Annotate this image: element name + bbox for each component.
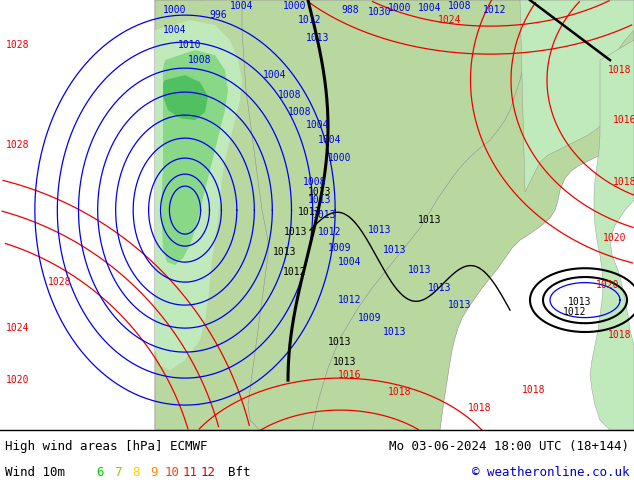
- Text: Wind 10m: Wind 10m: [5, 466, 65, 479]
- Text: 1013: 1013: [308, 187, 332, 197]
- Text: 1018: 1018: [613, 177, 634, 187]
- Text: 1013: 1013: [368, 225, 392, 235]
- Text: 1004: 1004: [306, 120, 330, 130]
- Text: Mo 03-06-2024 18:00 UTC (18+144): Mo 03-06-2024 18:00 UTC (18+144): [389, 440, 629, 453]
- Text: 1013: 1013: [383, 245, 407, 255]
- Text: 8: 8: [133, 466, 139, 479]
- Polygon shape: [520, 0, 634, 192]
- Text: 1000: 1000: [163, 5, 187, 15]
- Text: 1000: 1000: [283, 1, 307, 11]
- Text: 1013: 1013: [306, 33, 330, 43]
- Text: 1013: 1013: [328, 337, 352, 347]
- Text: 1013: 1013: [308, 195, 332, 205]
- Text: Bft: Bft: [228, 466, 250, 479]
- Text: 1004: 1004: [163, 25, 187, 35]
- Text: 12: 12: [200, 466, 216, 479]
- Text: 1013: 1013: [408, 265, 432, 275]
- Text: 1024: 1024: [438, 15, 462, 25]
- Text: 1012: 1012: [483, 5, 507, 15]
- Text: 1008: 1008: [303, 177, 327, 187]
- Text: 1020: 1020: [603, 233, 627, 243]
- Text: 1028: 1028: [6, 40, 30, 50]
- Text: 1018: 1018: [608, 65, 631, 75]
- Text: 1016: 1016: [613, 115, 634, 125]
- Polygon shape: [155, 0, 634, 430]
- Text: 1013: 1013: [568, 297, 592, 307]
- Text: 9: 9: [150, 466, 158, 479]
- Polygon shape: [162, 50, 228, 265]
- Text: 1012: 1012: [298, 15, 321, 25]
- Text: 1024: 1024: [6, 323, 30, 333]
- Text: 988: 988: [341, 5, 359, 15]
- Text: 1013: 1013: [418, 215, 442, 225]
- Text: 1004: 1004: [263, 70, 287, 80]
- Text: 1008: 1008: [188, 55, 212, 65]
- Polygon shape: [155, 20, 242, 370]
- Text: 1008: 1008: [278, 90, 302, 100]
- Text: 1016: 1016: [339, 370, 362, 380]
- Text: 1013: 1013: [383, 327, 407, 337]
- Polygon shape: [163, 75, 208, 120]
- Text: 1013: 1013: [428, 283, 452, 293]
- Text: 1030: 1030: [368, 7, 392, 17]
- Text: High wind areas [hPa] ECMWF: High wind areas [hPa] ECMWF: [5, 440, 207, 453]
- Text: 1018: 1018: [608, 330, 631, 340]
- Text: 1004: 1004: [230, 1, 254, 11]
- Text: 1028: 1028: [48, 277, 72, 287]
- Text: 1000: 1000: [388, 3, 411, 13]
- Text: 1013: 1013: [448, 300, 472, 310]
- Polygon shape: [590, 40, 634, 430]
- Text: 1013: 1013: [313, 210, 337, 220]
- Text: 1028: 1028: [6, 140, 30, 150]
- Text: 1018: 1018: [388, 387, 411, 397]
- Text: 1004: 1004: [418, 3, 442, 13]
- Text: 11: 11: [183, 466, 198, 479]
- Text: 1012: 1012: [563, 307, 586, 317]
- Text: 1020: 1020: [6, 375, 30, 385]
- Text: 1010: 1010: [178, 40, 202, 50]
- Polygon shape: [155, 0, 272, 430]
- Text: 1000: 1000: [328, 153, 352, 163]
- Text: 1009: 1009: [358, 313, 382, 323]
- Text: © weatheronline.co.uk: © weatheronline.co.uk: [472, 466, 629, 479]
- Text: 1009: 1009: [328, 243, 352, 253]
- Text: 1013: 1013: [273, 247, 297, 257]
- Text: 1004: 1004: [339, 257, 362, 267]
- Text: 1008: 1008: [448, 1, 472, 11]
- Text: 1013: 1013: [298, 207, 321, 217]
- Text: 1012: 1012: [318, 227, 342, 237]
- Text: 1008: 1008: [288, 107, 312, 117]
- Text: 1004: 1004: [318, 135, 342, 145]
- Text: 1013: 1013: [333, 357, 357, 367]
- Text: 6: 6: [96, 466, 104, 479]
- Text: 1013: 1013: [284, 227, 307, 237]
- Text: 1012: 1012: [283, 267, 307, 277]
- Text: 1012: 1012: [339, 295, 362, 305]
- Text: 1020: 1020: [596, 280, 620, 290]
- Text: 7: 7: [114, 466, 122, 479]
- Text: 10: 10: [164, 466, 179, 479]
- Text: 1018: 1018: [469, 403, 492, 413]
- Text: 1018: 1018: [522, 385, 546, 395]
- Text: 996: 996: [209, 10, 227, 20]
- Polygon shape: [242, 0, 530, 430]
